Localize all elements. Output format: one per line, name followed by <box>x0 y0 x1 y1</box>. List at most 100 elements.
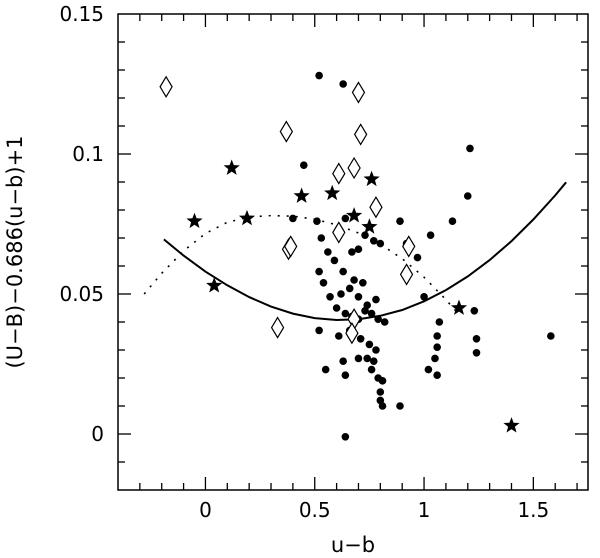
diamond-point <box>279 120 294 143</box>
x-tick-label: 0 <box>199 498 212 522</box>
diamond-point <box>353 123 368 146</box>
circle-point <box>396 402 404 410</box>
circle-point <box>376 239 385 248</box>
fit-curves <box>143 181 567 322</box>
star-point <box>186 212 203 229</box>
circle-point <box>315 71 323 80</box>
circle-point <box>324 248 332 256</box>
circle-point <box>339 267 347 276</box>
axis-ticks <box>118 14 588 490</box>
diamond-point <box>270 316 285 339</box>
circle-point <box>334 332 343 340</box>
circle-point <box>420 293 428 301</box>
circle-point <box>374 315 382 324</box>
circle-point <box>380 318 389 326</box>
x-axis-label: u−b <box>331 533 375 557</box>
circle-point <box>365 340 374 349</box>
circle-point <box>332 304 341 312</box>
star-point <box>503 417 520 433</box>
circle-point <box>433 371 441 380</box>
diamond-point <box>345 322 359 345</box>
circle-point <box>315 326 323 335</box>
y-tick-label: 0.1 <box>72 142 104 166</box>
diamond-point <box>399 263 414 286</box>
diamond-point <box>283 235 298 258</box>
y-tick-label: 0.05 <box>59 282 104 306</box>
star-point <box>450 299 468 315</box>
circle-point <box>354 354 363 363</box>
circle-point <box>354 293 363 301</box>
circle-point <box>435 318 444 326</box>
circle-point <box>326 293 334 301</box>
diamond-point <box>369 196 383 219</box>
circle-point <box>372 346 380 354</box>
circle-point <box>348 248 356 256</box>
circle-point <box>424 365 433 374</box>
circle-point <box>367 365 376 374</box>
circle-point <box>345 284 354 293</box>
star-point <box>361 218 378 234</box>
circle-point <box>433 343 441 352</box>
data-points <box>159 71 555 441</box>
circle-point <box>369 357 378 366</box>
circle-point <box>289 214 297 223</box>
circle-point <box>317 234 326 242</box>
circle-point <box>359 279 367 287</box>
axis-tick-labels: 0 0.5 1 1.5 0 0.05 0.1 0.15 <box>59 2 549 522</box>
circle-point <box>372 295 380 304</box>
diamond-point <box>332 221 346 244</box>
x-tick-label: 0.5 <box>299 498 331 522</box>
diamond-point <box>402 235 416 258</box>
circle-point <box>341 214 350 223</box>
diamond-point <box>159 75 173 98</box>
circle-point <box>367 309 376 318</box>
circle-point <box>313 217 321 225</box>
circle-point <box>376 388 385 396</box>
circle-point <box>413 253 422 262</box>
circle-point <box>354 245 363 253</box>
circle-point <box>350 276 358 284</box>
circle-point <box>378 402 387 410</box>
circle-point <box>337 290 345 298</box>
circle-point <box>547 332 555 340</box>
star-point <box>206 277 223 293</box>
circle-point <box>341 433 350 441</box>
star-point <box>363 170 380 187</box>
circle-point <box>341 309 350 318</box>
y-tick-label: 0 <box>91 422 104 446</box>
star-point <box>238 209 256 226</box>
diamond-point <box>332 162 346 185</box>
circle-point <box>361 307 369 315</box>
circle-point <box>361 231 369 239</box>
circle-point <box>470 307 479 315</box>
circle-point <box>431 354 439 363</box>
star-point <box>223 159 240 175</box>
circle-point <box>339 80 347 88</box>
circle-point <box>463 192 472 200</box>
circle-point <box>300 161 308 169</box>
circle-point <box>426 231 435 239</box>
circle-point <box>466 144 474 153</box>
circle-point <box>319 279 328 287</box>
circle-point <box>341 371 350 380</box>
circle-point <box>321 365 330 374</box>
dotted-fit-curve <box>143 214 458 313</box>
circle-point <box>330 256 339 265</box>
circle-point <box>339 357 347 366</box>
circle-point <box>378 377 387 385</box>
x-tick-label: 1 <box>418 498 431 522</box>
circle-point <box>396 217 404 225</box>
x-tick-label: 1.5 <box>517 498 549 522</box>
star-point <box>346 207 363 223</box>
plot-frame <box>117 13 589 491</box>
y-axis-label: (U−B)−0.686(u−b)+1 <box>3 135 27 368</box>
star-point <box>324 184 341 201</box>
circle-point <box>433 332 441 340</box>
y-tick-label: 0.15 <box>59 2 104 26</box>
circle-point <box>448 217 457 225</box>
circle-point <box>363 354 372 363</box>
diamond-point <box>347 156 361 180</box>
circle-point <box>315 267 323 276</box>
diamond-point <box>351 81 366 104</box>
